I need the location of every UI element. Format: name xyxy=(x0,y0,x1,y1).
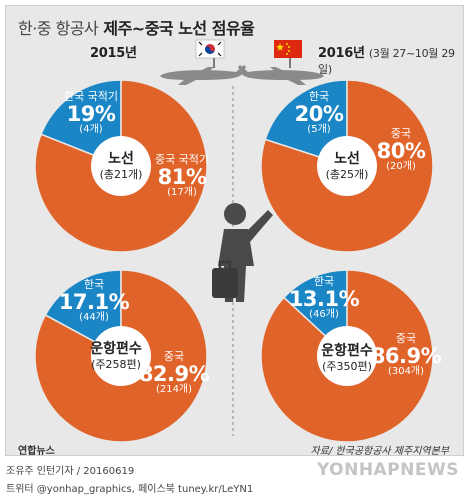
logo-text: 연합뉴스 xyxy=(18,446,55,457)
pie1-center-sub: (총25개) xyxy=(325,167,369,181)
korea-plane-group xyxy=(160,39,246,85)
pie1-center-title: 노선 xyxy=(334,151,360,168)
pie2-korea-name: 한국 xyxy=(83,278,105,291)
title-prefix: 한·중 항공사 xyxy=(18,19,99,38)
pie-2016-flights xyxy=(260,269,434,443)
year-label-2016: 2016년 (3월 27~10월 29일) xyxy=(318,42,463,77)
pie3-china-percent: 86.9% xyxy=(370,343,442,368)
page-title: 한·중 항공사 제주~중국 노선 점유율 xyxy=(18,15,255,39)
pie-2016-routes xyxy=(260,79,434,253)
airplane-icon xyxy=(238,65,324,85)
pie0-center-title: 노선 xyxy=(108,151,134,168)
pie2-korea-label: 한국 17.1% (44개) xyxy=(58,278,130,323)
credit-social: 트위터 @yonhap_graphics, 페이스북 tuney.kr/LeYN… xyxy=(6,484,254,495)
watermark: YONHAPNEWS xyxy=(316,460,459,480)
pie0-korea-count: (4개) xyxy=(79,123,103,135)
year-label-2015: 2015년 xyxy=(90,42,137,61)
traveler-icon xyxy=(212,203,273,302)
pie3-korea-percent: 13.1% xyxy=(288,286,360,311)
pie1-korea-label: 한국 20% (5개) xyxy=(295,91,344,135)
pie1-china-name: 중국 xyxy=(390,127,412,140)
pie3-korea-label: 한국 13.1% (46개) xyxy=(288,275,360,320)
pie2-china-percent: 82.9% xyxy=(138,361,210,386)
pie1-center-hole xyxy=(317,136,377,196)
pie2-china-name: 중국 xyxy=(163,350,185,363)
china-flag-icon xyxy=(274,40,302,68)
pie1-china-label: 중국 80% (20개) xyxy=(377,128,426,172)
pie3-center-sub: (주350편) xyxy=(322,359,372,373)
pie3-china-label: 중국 86.9% (304개) xyxy=(370,332,442,377)
pie0-center-hole xyxy=(91,136,151,196)
pie3-china-name: 중국 xyxy=(395,332,417,345)
year-2015-text: 2015년 xyxy=(90,46,137,61)
pie2-center: 운항편수 (주258편) xyxy=(90,341,142,371)
pie2-korea-percent: 17.1% xyxy=(58,289,130,314)
pie0-china-count: (17개) xyxy=(167,186,197,198)
year-2016-text: 2016년 xyxy=(318,46,365,61)
pie3-korea-count: (46개) xyxy=(309,308,339,320)
pie-2015-flights xyxy=(34,269,208,443)
pie1-korea-percent: 20% xyxy=(294,101,344,126)
pie-2015-routes xyxy=(34,79,208,253)
pie1-center: 노선 (총25개) xyxy=(326,151,369,181)
pie0-center-sub: (총21개) xyxy=(99,167,143,181)
title-main: 제주~중국 노선 점유율 xyxy=(103,19,255,38)
pie0-china-name: 중국 국적기 xyxy=(154,153,210,166)
pie2-china-label: 중국 82.9% (214개) xyxy=(138,350,210,395)
pie1-china-count: (20개) xyxy=(386,160,416,172)
pie1-korea-name: 한국 xyxy=(308,90,330,103)
pie1-korea-count: (5개) xyxy=(307,123,331,135)
pie0-center: 노선 (총21개) xyxy=(100,151,143,181)
airplane-icon xyxy=(160,65,246,85)
pie2-center-hole xyxy=(91,326,151,386)
pie1-china-percent: 80% xyxy=(376,138,426,163)
infographic-panel: 한·중 항공사 제주~중국 노선 점유율 2015년 2016년 (3월 27~… xyxy=(5,5,464,457)
china-plane-group xyxy=(238,40,324,85)
source-note: 자료/ 한국공항공사 제주지역본부 xyxy=(310,446,449,457)
pie0-china-label: 중국 국적기 81% (17개) xyxy=(155,154,209,198)
pie0-korea-percent: 19% xyxy=(66,101,116,126)
yonhap-logo: 연합뉴스 xyxy=(18,442,55,457)
pie0-china-percent: 81% xyxy=(157,164,207,189)
pie0-korea-label: 한국 국적기 19% (4개) xyxy=(64,91,118,135)
credit-author: 조유주 인턴기자 / 20160619 xyxy=(6,466,135,477)
pie3-center-hole xyxy=(317,326,377,386)
pie0-korea-name: 한국 국적기 xyxy=(63,90,119,103)
pie2-center-sub: (주258편) xyxy=(91,357,141,371)
pie2-china-count: (214개) xyxy=(155,383,193,395)
year-2016-range: (3월 27~10월 29일) xyxy=(318,47,455,76)
korea-flag-icon xyxy=(195,39,225,68)
pie2-korea-count: (44개) xyxy=(79,311,109,323)
pie3-korea-name: 한국 xyxy=(313,275,335,288)
pie2-center-title: 운항편수 xyxy=(90,341,142,358)
pie3-china-count: (304개) xyxy=(387,365,425,377)
pie3-center-title: 운항편수 xyxy=(321,343,373,360)
pie3-center: 운항편수 (주350편) xyxy=(321,343,373,373)
